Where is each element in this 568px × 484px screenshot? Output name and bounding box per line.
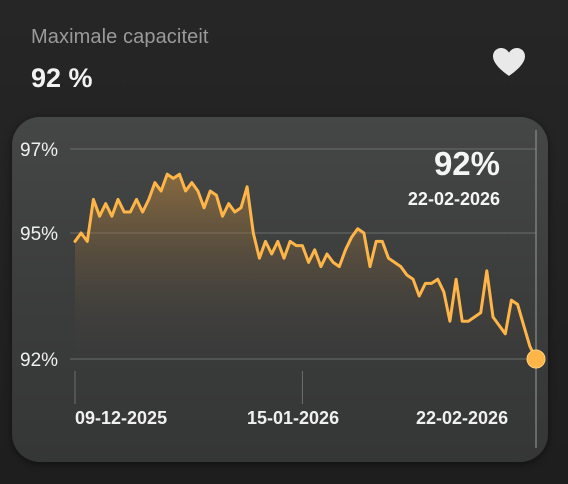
metric-value: 92 %	[31, 63, 93, 93]
metric-label: Maximale capaciteit	[31, 26, 209, 48]
selected-value-readout: 92%	[433, 145, 500, 182]
heart-icon[interactable]	[491, 46, 527, 78]
selected-date-readout: 22-02-2026	[407, 189, 500, 209]
